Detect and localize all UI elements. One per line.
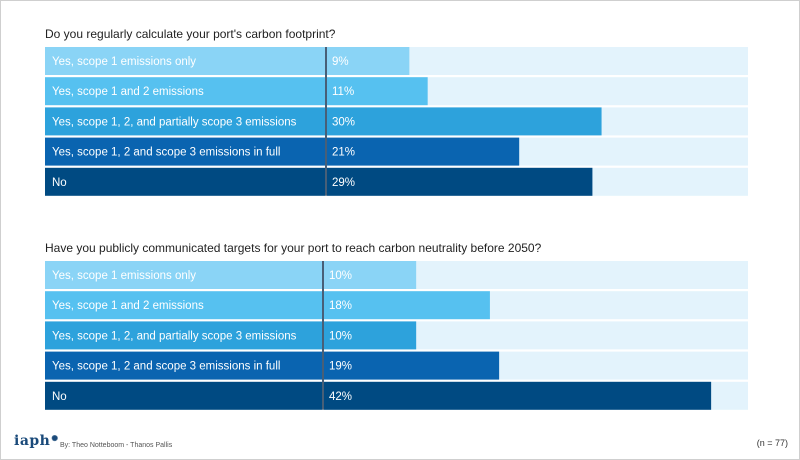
category-cell bbox=[45, 107, 325, 136]
category-label: Yes, scope 1, 2 and scope 3 emissions in… bbox=[52, 361, 280, 373]
bar bbox=[324, 261, 417, 289]
chart-2-row: No 42% bbox=[45, 381, 748, 410]
chart-1-row: Yes, scope 1, 2, and partially scope 3 e… bbox=[45, 107, 748, 136]
category-label: No bbox=[52, 391, 67, 403]
bar bbox=[327, 137, 520, 166]
value-label: 10% bbox=[329, 270, 352, 282]
chart-2-row: Yes, scope 1 emissions only 10% bbox=[45, 261, 748, 289]
chart-2: Yes, scope 1 emissions only 10% Yes, scope… bbox=[0, 261, 800, 416]
category-cell bbox=[45, 351, 322, 380]
chart-1-row: No 29% bbox=[45, 167, 748, 196]
category-label: Yes, scope 1 and 2 emissions bbox=[52, 300, 204, 312]
bar bbox=[324, 291, 490, 320]
bar bbox=[327, 47, 410, 75]
category-cell bbox=[45, 137, 325, 166]
category-cell bbox=[45, 77, 325, 106]
bar bbox=[327, 77, 428, 106]
category-cell bbox=[45, 381, 322, 410]
bar bbox=[324, 381, 712, 410]
category-label: Yes, scope 1 emissions only bbox=[52, 56, 196, 68]
chart-1: Yes, scope 1 emissions only 9% Yes, scope … bbox=[0, 47, 800, 202]
chart-2-question: Have you publicly communicated targets f… bbox=[45, 241, 542, 255]
category-cell bbox=[45, 167, 325, 196]
category-label: Yes, scope 1, 2 and scope 3 emissions in… bbox=[52, 147, 280, 159]
value-label: 18% bbox=[329, 300, 352, 312]
chart-2-svg: Yes, scope 1 emissions only 10%Yes, scope… bbox=[45, 261, 748, 410]
bar bbox=[327, 107, 602, 136]
chart-2-row: Yes, scope 1, 2, and partially scope 3 e… bbox=[45, 321, 748, 350]
chart-1-row: Yes, scope 1 and 2 emissions 11% bbox=[45, 77, 748, 106]
value-label: 42% bbox=[329, 391, 352, 403]
sample-size: (n = 77) bbox=[756, 438, 788, 448]
value-label: 21% bbox=[332, 147, 355, 159]
author-credit: By: Theo Notteboom - Thanos Pallis bbox=[60, 442, 173, 449]
chart-1-row: Yes, scope 1 emissions only 9% bbox=[45, 47, 748, 75]
logo-text: iaph bbox=[14, 433, 51, 449]
chart-1-row: Yes, scope 1, 2 and scope 3 emissions in… bbox=[45, 137, 748, 166]
category-label: Yes, scope 1, 2, and partially scope 3 e… bbox=[52, 116, 297, 128]
bar bbox=[327, 167, 593, 196]
bar bbox=[324, 321, 417, 350]
chart-1-svg: Yes, scope 1 emissions only 9%Yes, scope … bbox=[45, 47, 748, 196]
category-cell bbox=[45, 291, 322, 320]
value-label: 19% bbox=[329, 361, 352, 373]
value-label: 10% bbox=[329, 330, 352, 342]
sun-icon: ✺ bbox=[51, 433, 59, 443]
chart-2-row: Yes, scope 1, 2 and scope 3 emissions in… bbox=[45, 351, 748, 380]
category-label: Yes, scope 1, 2, and partially scope 3 e… bbox=[52, 330, 297, 342]
category-label: No bbox=[52, 177, 67, 189]
bar bbox=[324, 351, 500, 380]
value-label: 30% bbox=[332, 116, 355, 128]
value-label: 29% bbox=[332, 177, 355, 189]
chart-1-question: Do you regularly calculate your port's c… bbox=[45, 27, 336, 41]
chart-2-row: Yes, scope 1 and 2 emissions 18% bbox=[45, 291, 748, 320]
category-label: Yes, scope 1 emissions only bbox=[52, 270, 196, 282]
category-label: Yes, scope 1 and 2 emissions bbox=[52, 86, 204, 98]
category-cell bbox=[45, 261, 322, 289]
value-label: 11% bbox=[332, 86, 354, 98]
category-cell bbox=[45, 321, 322, 350]
iaph-logo: iaph✺ bbox=[14, 433, 59, 449]
category-cell bbox=[45, 47, 325, 75]
value-label: 9% bbox=[332, 56, 349, 68]
